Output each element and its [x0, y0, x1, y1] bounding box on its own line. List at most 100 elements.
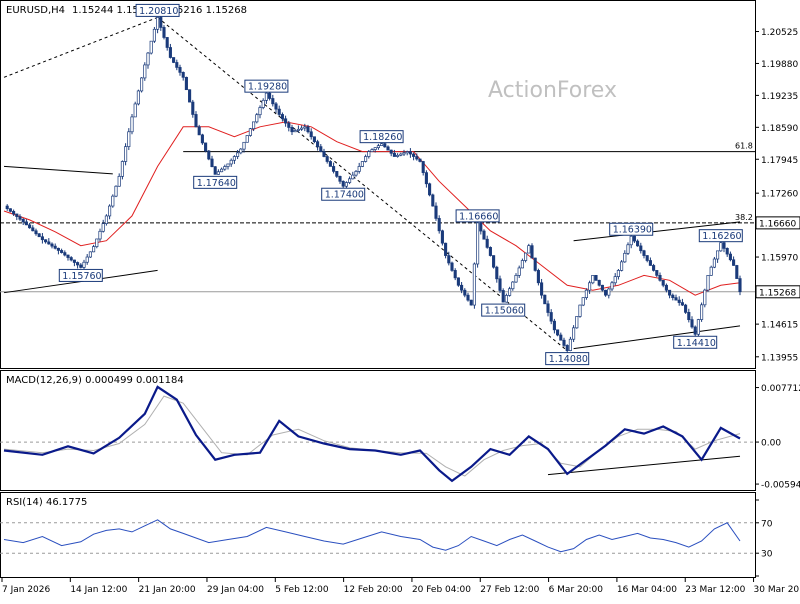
price-candle-body [511, 281, 515, 290]
price-candle-body [716, 250, 720, 260]
price-candle-body [562, 339, 566, 346]
price-candle-body [376, 145, 380, 148]
price-candle-body [648, 260, 652, 266]
price-candle-body [44, 239, 48, 243]
price-candle-body [469, 299, 473, 306]
price-candle-body [700, 304, 704, 320]
price-candle-body [668, 289, 672, 296]
macd-ytick-label: -0.005944 [761, 481, 800, 491]
price-candle-body [460, 284, 464, 291]
axis-highlight-label: 1.15268 [759, 288, 796, 298]
price-candle-body [565, 345, 569, 351]
price-candle-body [520, 260, 524, 269]
price-candle-body [165, 37, 169, 48]
price-candle-body [101, 223, 105, 232]
price-candle-body [127, 131, 131, 147]
price-candle-body [175, 62, 179, 68]
price-candle-body [197, 126, 201, 136]
price-candle-body [380, 143, 384, 146]
watermark: ActionForex [488, 78, 617, 103]
price-label: 1.16660 [459, 211, 498, 222]
price-candle-body [620, 261, 624, 271]
price-candle-body [88, 251, 92, 258]
price-candle-body [226, 163, 230, 167]
price-candle-body [575, 316, 579, 329]
price-candle-body [82, 261, 86, 268]
price-candle-body [508, 288, 512, 296]
price-candle-body [684, 304, 688, 313]
price-candle-body [591, 275, 595, 284]
price-candle-body [674, 297, 678, 301]
price-candle-body [485, 238, 489, 248]
price-candle-body [204, 142, 208, 152]
xtick-label: 16 Mar 04:00 [617, 585, 677, 595]
price-candle-body [287, 122, 291, 128]
price-candle-body [47, 241, 51, 245]
price-candle-body [252, 121, 256, 130]
price-candle-body [453, 270, 457, 279]
price-candle-body [223, 166, 227, 170]
macd-line [3, 385, 741, 483]
price-candle-body [335, 171, 339, 177]
price-candle-body [434, 205, 438, 219]
price-candle-body [15, 213, 19, 217]
fib-level-label: 38.2 [735, 213, 753, 222]
price-candle-body [98, 230, 102, 240]
xtick-label: 21 Jan 20:00 [139, 585, 196, 595]
price-candle-body [319, 146, 323, 152]
price-candle-body [332, 166, 336, 172]
price-candle-body [559, 334, 563, 341]
macd-title: MACD(12,26,9) 0.000499 0.001184 [6, 375, 184, 386]
price-candle-body [418, 158, 422, 162]
price-candle-body [280, 114, 284, 120]
price-candle-body [69, 257, 73, 261]
price-candle-body [104, 215, 108, 224]
price-candle-body [661, 279, 665, 286]
price-candle-body [610, 282, 614, 290]
price-candle-body [56, 247, 60, 251]
trendline [3, 165, 113, 175]
price-candle-body [213, 166, 217, 175]
price-candle-body [293, 130, 297, 133]
price-candle-body [437, 218, 441, 232]
price-candle-body [255, 114, 259, 123]
price-candle-body [37, 233, 41, 238]
price-candle-body [629, 235, 633, 246]
macd-trendline [547, 455, 741, 476]
rsi-ytick-label: 70 [761, 519, 773, 529]
price-candle-body [348, 178, 352, 183]
price-candle-body [239, 148, 243, 154]
price-candle-body [232, 156, 236, 161]
price-candle-body [690, 319, 694, 328]
price-candle-body [498, 278, 502, 291]
price-candle-body [143, 64, 147, 79]
price-candle-body [578, 304, 582, 317]
price-candle-body [188, 89, 192, 103]
axis-highlight-label: 1.16660 [759, 219, 796, 229]
price-candle-body [21, 218, 25, 223]
price-candle-body [552, 320, 556, 331]
xtick-label: 27 Feb 12:00 [480, 585, 539, 595]
price-candle-body [639, 245, 643, 252]
price-candle-body [325, 156, 329, 162]
main-ytick-label: 1.17945 [761, 156, 798, 166]
price-candle-body [184, 76, 188, 91]
price-candle-body [652, 265, 656, 271]
price-candle-body [63, 252, 67, 256]
price-candle-body [53, 245, 57, 249]
xtick-label: 14 Jan 12:00 [70, 585, 127, 595]
price-candle-body [76, 262, 80, 266]
price-candle-body [66, 254, 70, 258]
price-candle-body [706, 275, 710, 291]
price-candle-body [616, 270, 620, 277]
price-candle-body [476, 222, 480, 265]
price-candle-body [28, 224, 32, 229]
price-label: 1.18260 [363, 132, 402, 143]
price-candle-body [210, 158, 214, 168]
price-candle-body [300, 127, 304, 130]
price-candle-body [386, 146, 390, 151]
price-candle-body [728, 253, 732, 261]
price-label-box [193, 175, 238, 189]
price-candle-body [140, 77, 144, 92]
